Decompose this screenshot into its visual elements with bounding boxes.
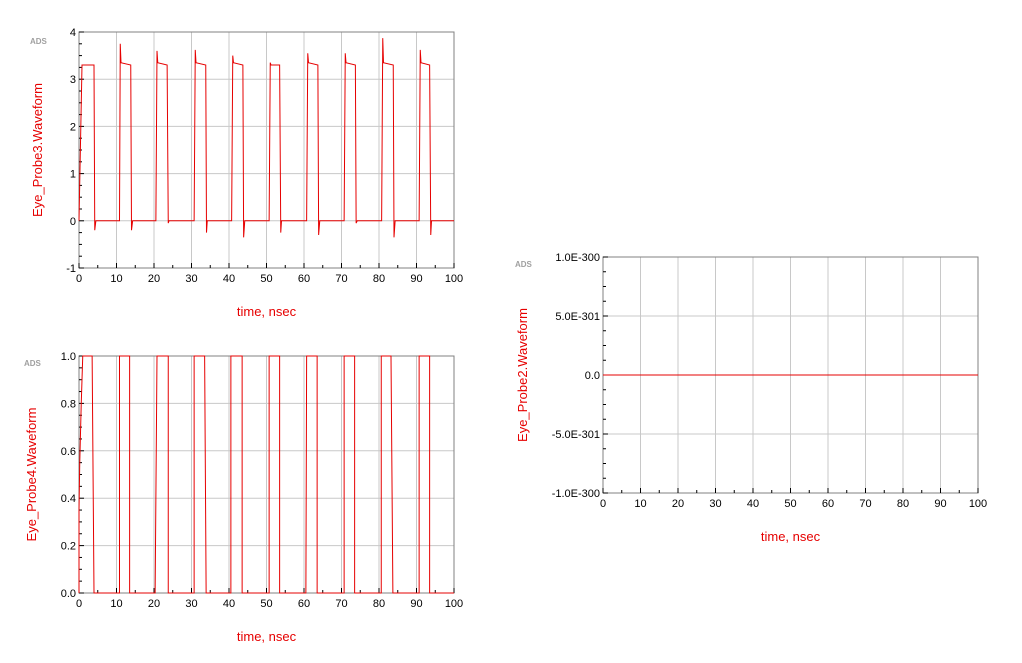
x-tick-label: 50	[260, 273, 272, 285]
x-axis-label: time, nsec	[761, 529, 821, 544]
ads-watermark: ADS	[24, 359, 42, 368]
x-tick-label: 30	[709, 498, 721, 510]
x-tick-label: 40	[747, 498, 759, 510]
x-tick-label: 90	[410, 273, 422, 285]
x-tick-label: 10	[110, 273, 122, 285]
x-tick-label: 30	[185, 273, 197, 285]
x-tick-label: 0	[76, 273, 82, 285]
x-tick-label: 100	[969, 498, 987, 510]
x-tick-label: 20	[148, 273, 160, 285]
x-tick-label: 50	[784, 498, 796, 510]
x-tick-label: 10	[110, 598, 122, 610]
y-tick-label: 3	[70, 74, 76, 86]
ads-watermark: ADS	[30, 37, 48, 46]
x-tick-label: 70	[335, 273, 347, 285]
waveform-trace	[78, 355, 454, 594]
x-tick-label: 40	[223, 598, 235, 610]
x-tick-label: 60	[298, 273, 310, 285]
x-axis-label: time, nsec	[237, 629, 297, 644]
y-tick-label: 0.6	[61, 446, 76, 458]
x-tick-label: 20	[672, 498, 684, 510]
x-tick-label: 90	[410, 598, 422, 610]
x-tick-label: 70	[859, 498, 871, 510]
x-tick-label: 50	[260, 598, 272, 610]
x-tick-label: 90	[934, 498, 946, 510]
y-tick-label: 0.0	[61, 588, 76, 600]
y-tick-label: 0.4	[61, 493, 76, 505]
x-tick-label: 100	[445, 598, 463, 610]
y-tick-label: 0.8	[61, 398, 76, 410]
ads-watermark: ADS	[515, 260, 533, 269]
x-tick-label: 70	[335, 598, 347, 610]
y-tick-label: 5.0E-301	[555, 311, 600, 323]
y-tick-label: -1	[66, 263, 76, 275]
y-axis-label: Eye_Probe4.Waveform	[24, 408, 39, 542]
y-tick-label: 1.0E-300	[555, 252, 600, 264]
x-tick-label: 100	[445, 273, 463, 285]
x-tick-label: 80	[897, 498, 909, 510]
chart-probe4: 0 10 20 30 40 50 60 70 80 90 100 0.0 0.2 0.4 0.6 0.8 1.0…	[24, 351, 463, 644]
y-axis-label: Eye_Probe3.Waveform	[30, 83, 45, 217]
x-tick-label: 30	[185, 598, 197, 610]
y-tick-label: 0.2	[61, 541, 76, 553]
x-tick-label: 60	[822, 498, 834, 510]
y-tick-label: 1	[70, 169, 76, 181]
x-axis-label: time, nsec	[237, 304, 297, 319]
y-tick-label: 0	[70, 216, 76, 228]
x-tick-label: 20	[148, 598, 160, 610]
x-tick-label: 60	[298, 598, 310, 610]
y-tick-label: -5.0E-301	[552, 429, 600, 441]
x-tick-label: 0	[600, 498, 606, 510]
y-tick-label: 2	[70, 121, 76, 133]
y-tick-label: 4	[70, 27, 76, 39]
x-tick-label: 40	[223, 273, 235, 285]
y-axis-label: Eye_Probe2.Waveform	[515, 308, 530, 442]
waveform-trace	[78, 38, 454, 238]
x-tick-label: 0	[76, 598, 82, 610]
x-tick-label: 10	[634, 498, 646, 510]
y-tick-label: -1.0E-300	[552, 488, 600, 500]
x-tick-label: 80	[373, 598, 385, 610]
x-tick-label: 80	[373, 273, 385, 285]
y-tick-label: 1.0	[61, 351, 76, 363]
chart-probe2: 0 10 20 30 40 50 60 70 80 90 100 -1.0E-300 -5.0E-301…	[515, 252, 987, 544]
y-tick-label: 0.0	[585, 370, 600, 382]
